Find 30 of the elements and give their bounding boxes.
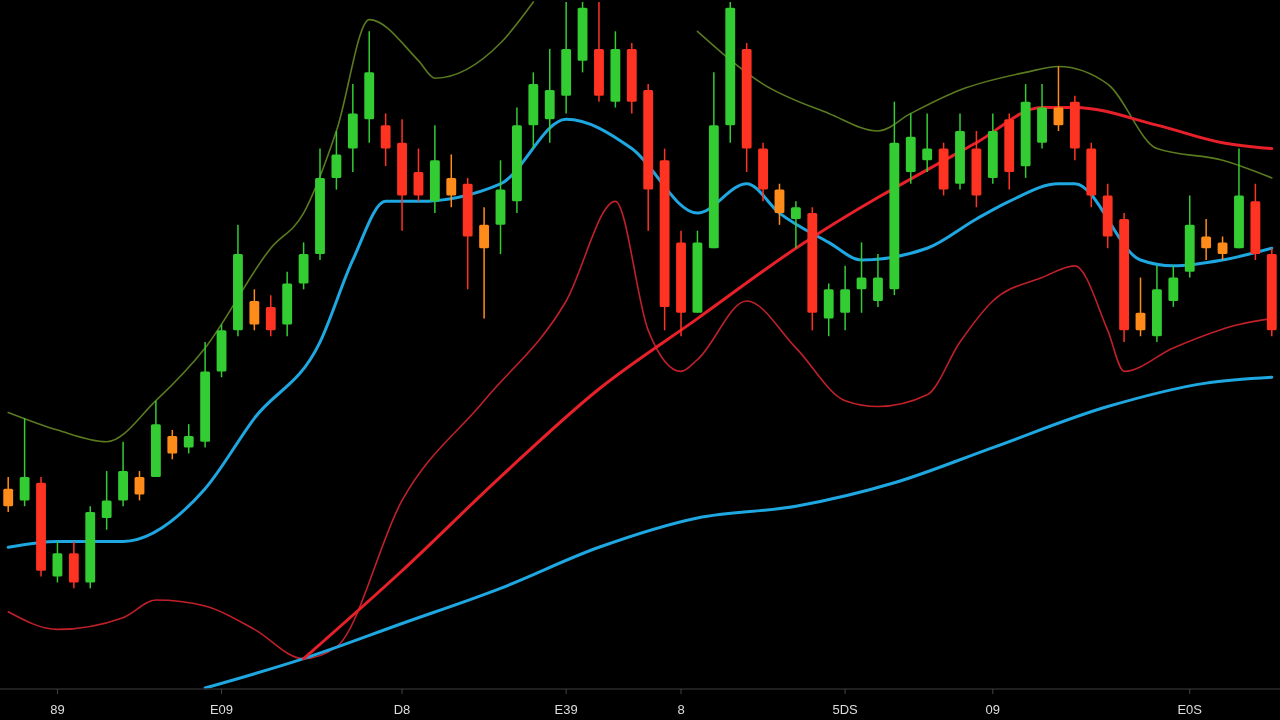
x-tick-label: E39	[554, 702, 578, 717]
x-tick-label: 89	[50, 702, 65, 717]
candlestick	[840, 265, 851, 332]
candlestick	[167, 429, 178, 461]
x-tick-label: 8	[677, 702, 685, 717]
candlestick	[1168, 265, 1179, 308]
candlestick	[1201, 218, 1212, 261]
candlestick	[413, 147, 424, 203]
x-tick-label: 09	[985, 702, 1001, 717]
x-tick-label: E0S	[1177, 702, 1203, 717]
candlestick	[52, 540, 63, 584]
candlestick	[380, 112, 391, 167]
candlestick	[446, 153, 457, 208]
candlestick	[922, 112, 933, 173]
x-tick-label: E09	[209, 702, 234, 717]
candlestick	[479, 206, 490, 320]
candlestick	[331, 130, 342, 191]
candlestick	[101, 470, 112, 531]
candlestick	[873, 253, 883, 308]
candlestick	[249, 288, 260, 332]
candlestick	[3, 476, 14, 513]
candlestick	[265, 294, 276, 337]
candlestick	[134, 470, 145, 502]
candlestick	[19, 417, 30, 507]
candlestick	[183, 423, 194, 455]
candlestick	[790, 200, 801, 250]
x-tick-label: 5DS	[832, 702, 859, 717]
candlestick	[1217, 235, 1228, 261]
x-tick-label: D8	[393, 702, 411, 717]
candlestick	[774, 183, 785, 226]
